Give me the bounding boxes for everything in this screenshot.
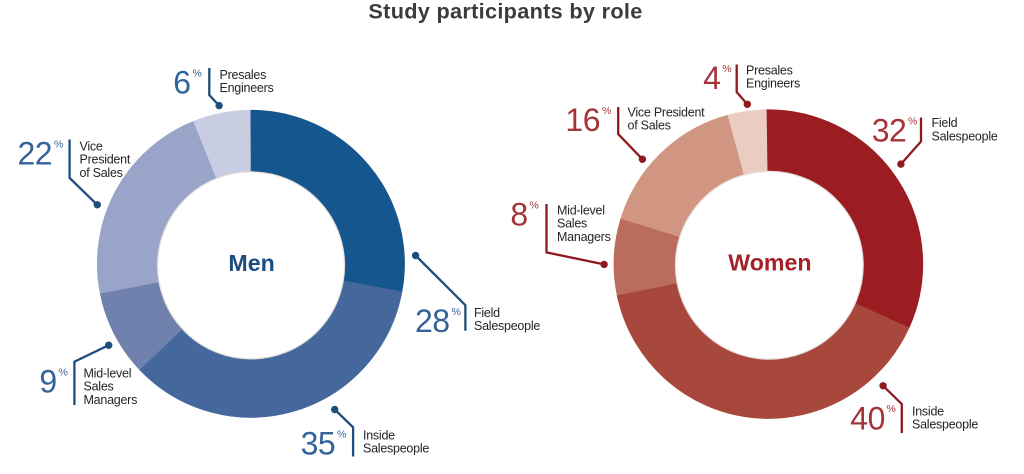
svg-text:%: % (193, 67, 202, 79)
svg-text:Mid-level: Mid-level (84, 367, 132, 381)
svg-text:32: 32 (872, 113, 907, 149)
svg-text:Men: Men (228, 250, 274, 276)
svg-text:8: 8 (510, 196, 527, 232)
svg-text:Managers: Managers (84, 393, 138, 407)
svg-text:Engineers: Engineers (746, 77, 800, 91)
svg-text:of Sales: of Sales (628, 119, 671, 133)
svg-text:Mid-level: Mid-level (557, 204, 605, 218)
svg-text:%: % (337, 428, 346, 440)
svg-text:President: President (80, 153, 131, 167)
svg-text:Salespeople: Salespeople (474, 319, 540, 333)
svg-text:28: 28 (415, 303, 450, 339)
svg-text:40: 40 (850, 400, 885, 436)
svg-text:of Sales: of Sales (80, 166, 123, 180)
svg-text:%: % (602, 105, 611, 117)
svg-text:6: 6 (173, 65, 190, 101)
svg-text:Managers: Managers (557, 230, 611, 244)
svg-text:Field: Field (932, 116, 958, 130)
svg-text:Vice President: Vice President (628, 106, 706, 120)
svg-text:%: % (908, 116, 917, 128)
svg-text:Field: Field (474, 306, 500, 320)
svg-text:Inside: Inside (912, 405, 944, 419)
svg-text:Sales: Sales (84, 380, 114, 394)
svg-text:16: 16 (565, 102, 600, 138)
svg-text:Presales: Presales (746, 64, 793, 78)
svg-text:%: % (452, 306, 461, 318)
svg-text:Sales: Sales (557, 217, 587, 231)
svg-text:Salespeople: Salespeople (363, 442, 429, 456)
svg-text:%: % (54, 138, 63, 150)
svg-text:4: 4 (703, 60, 720, 96)
svg-text:Engineers: Engineers (220, 81, 274, 95)
svg-text:Study participants by role: Study participants by role (368, 0, 642, 23)
svg-text:22: 22 (18, 136, 53, 172)
svg-text:35: 35 (301, 426, 336, 462)
svg-text:Women: Women (728, 250, 811, 276)
svg-text:Salespeople: Salespeople (912, 418, 978, 432)
svg-text:Inside: Inside (363, 429, 395, 443)
svg-text:%: % (722, 63, 731, 75)
svg-text:%: % (530, 199, 539, 211)
svg-text:%: % (59, 366, 68, 378)
svg-text:%: % (887, 403, 896, 415)
svg-text:Presales: Presales (220, 68, 267, 82)
svg-text:Vice: Vice (80, 140, 103, 154)
svg-text:Salespeople: Salespeople (932, 129, 998, 143)
svg-text:9: 9 (39, 364, 56, 400)
